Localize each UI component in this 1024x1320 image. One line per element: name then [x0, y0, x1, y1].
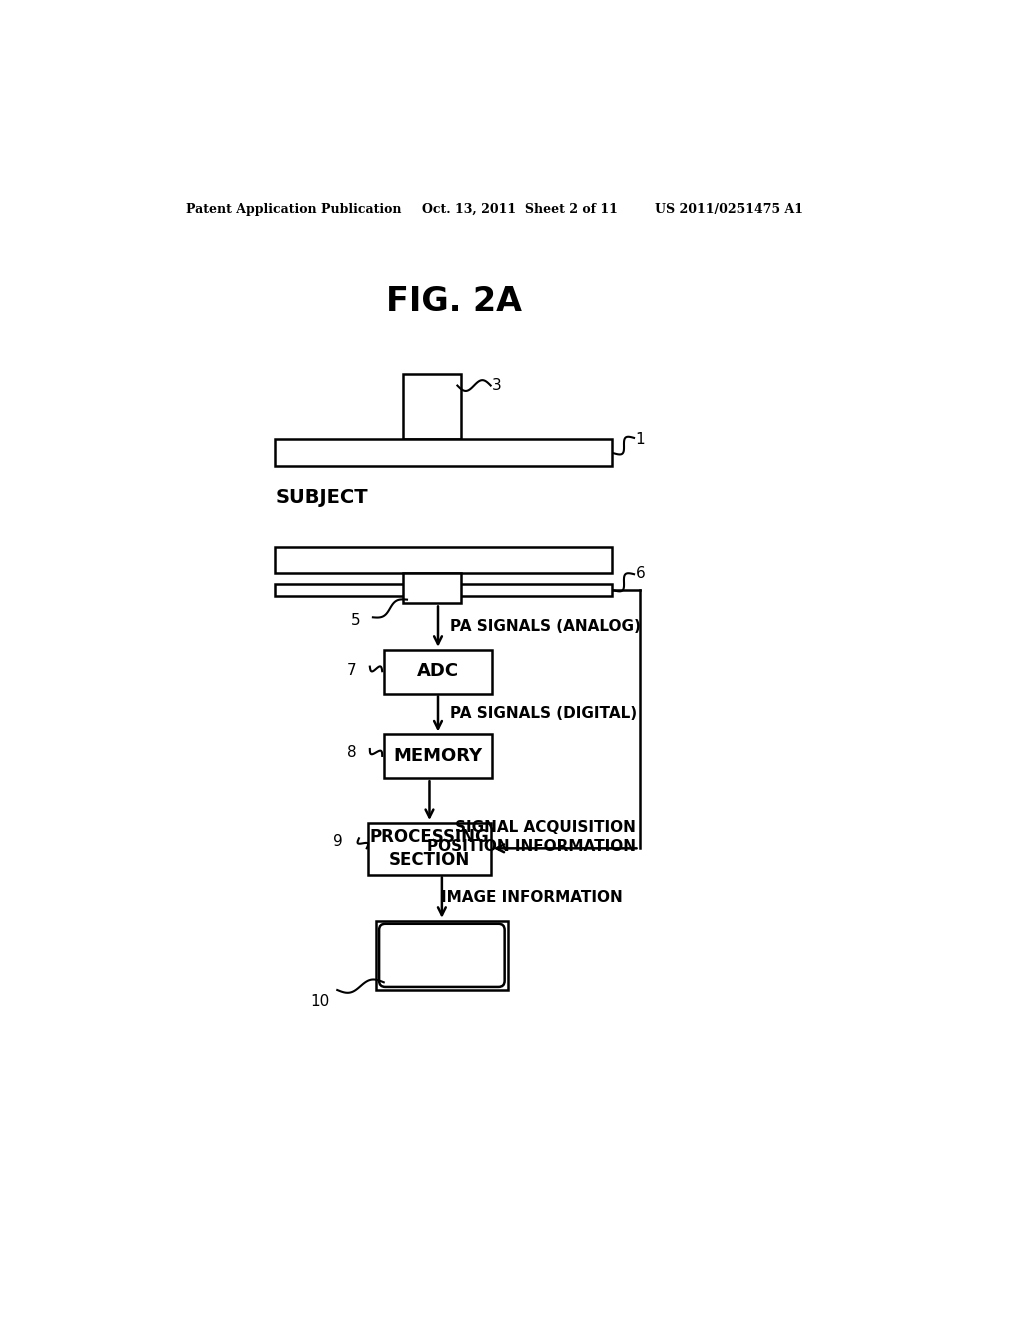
Text: 7: 7 — [346, 663, 356, 677]
Text: FIG. 2A: FIG. 2A — [385, 285, 521, 318]
Text: SUBJECT: SUBJECT — [275, 487, 368, 507]
FancyBboxPatch shape — [379, 924, 505, 987]
Text: 5: 5 — [350, 612, 360, 628]
Bar — [384, 649, 493, 693]
Bar — [403, 374, 461, 440]
Text: 3: 3 — [493, 378, 502, 393]
Text: SIGNAL ACQUISITION
POSITION INFORMATION: SIGNAL ACQUISITION POSITION INFORMATION — [427, 820, 636, 854]
Text: ADC: ADC — [417, 663, 459, 680]
Text: 6: 6 — [636, 566, 645, 582]
Text: US 2011/0251475 A1: US 2011/0251475 A1 — [655, 203, 803, 216]
Text: Patent Application Publication: Patent Application Publication — [186, 203, 401, 216]
Text: 10: 10 — [310, 994, 330, 1008]
Text: 8: 8 — [346, 744, 356, 760]
Bar — [376, 921, 508, 990]
Text: 9: 9 — [334, 834, 343, 850]
Bar — [275, 440, 612, 466]
Bar — [275, 585, 612, 595]
Bar — [384, 734, 493, 779]
Text: PROCESSING
SECTION: PROCESSING SECTION — [370, 828, 489, 869]
Text: PA SIGNALS (ANALOG): PA SIGNALS (ANALOG) — [450, 619, 640, 634]
Text: IMAGE INFORMATION: IMAGE INFORMATION — [441, 890, 623, 906]
Bar — [403, 573, 461, 603]
Text: 1: 1 — [636, 432, 645, 446]
Bar — [369, 822, 490, 875]
Text: PA SIGNALS (DIGITAL): PA SIGNALS (DIGITAL) — [450, 706, 637, 721]
Text: Oct. 13, 2011  Sheet 2 of 11: Oct. 13, 2011 Sheet 2 of 11 — [423, 203, 618, 216]
Bar — [275, 548, 612, 573]
Text: MEMORY: MEMORY — [393, 747, 482, 764]
